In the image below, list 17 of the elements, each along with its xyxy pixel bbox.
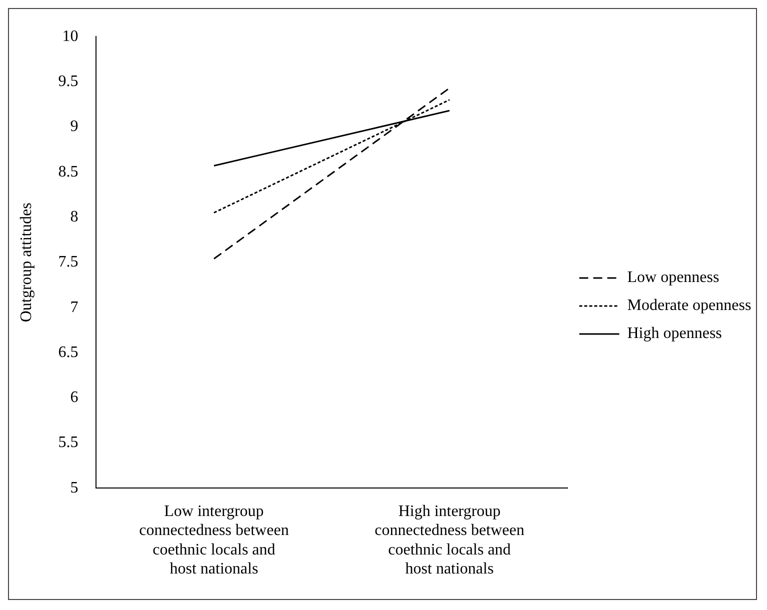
x-tick-label: High intergroup connectedness between coethnic locals and host nationals bbox=[374, 503, 524, 578]
y-tick-label: 6 bbox=[70, 389, 78, 406]
y-axis-title: Outgroup attitudes bbox=[18, 202, 35, 322]
y-tick-label: 6.5 bbox=[58, 344, 78, 361]
y-tick-label: 8 bbox=[70, 208, 78, 226]
y-tick-label: 7.5 bbox=[58, 254, 78, 271]
y-tick-label: 10 bbox=[62, 28, 78, 45]
legend-label: High openness bbox=[627, 325, 722, 342]
x-tick-label: Low intergroup connectedness between coethnic locals and host nationals bbox=[139, 503, 289, 578]
y-tick-label: 7 bbox=[70, 298, 78, 316]
y-tick-label: 5.5 bbox=[58, 434, 78, 452]
legend-label: Low openness bbox=[627, 269, 720, 286]
y-tick-label: 8.5 bbox=[58, 163, 78, 180]
legend-label: Moderate openness bbox=[627, 297, 752, 314]
y-tick-label: 9.5 bbox=[58, 72, 78, 90]
y-tick-label: 5 bbox=[70, 479, 78, 496]
y-tick-label: 9 bbox=[70, 118, 78, 136]
